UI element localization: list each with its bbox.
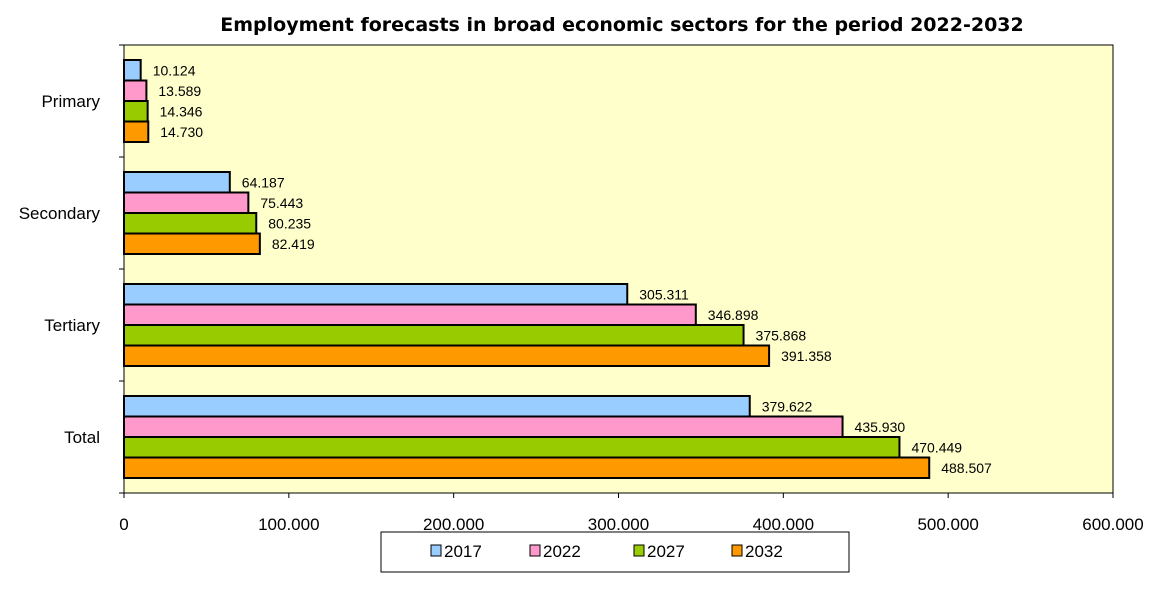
legend-box: [380, 531, 850, 573]
data-label-primary-2027: 14.346: [160, 103, 203, 119]
x-tick-label: 200.000: [423, 515, 484, 534]
data-label-primary-2022: 13.589: [158, 83, 201, 99]
x-tick-label: 300.000: [588, 515, 649, 534]
category-label-tertiary: Tertiary: [44, 316, 100, 335]
category-label-primary: Primary: [41, 92, 100, 111]
data-label-tertiary-2027: 375.868: [756, 327, 807, 343]
legend-swatch-2032: [731, 544, 743, 557]
legend-swatch-2017: [430, 544, 442, 557]
x-tick-label: 100.000: [258, 515, 319, 534]
bar-tertiary-2027: [123, 324, 745, 347]
category-label-total: Total: [64, 428, 100, 447]
data-label-secondary-2027: 80.235: [268, 215, 311, 231]
bars-layer: 10.124 13.589 14.346 14.730 64.187 75.443 80.2…: [123, 59, 992, 479]
category-label-secondary: Secondary: [19, 204, 101, 223]
bar-tertiary-2017: [123, 283, 629, 306]
legend-label-2032: 2032: [745, 542, 783, 561]
bar-total-2017: [123, 395, 751, 418]
legend-label-2017: 2017: [444, 542, 482, 561]
data-label-total-2022: 435.930: [855, 419, 906, 435]
data-label-secondary-2017: 64.187: [242, 174, 285, 190]
bar-secondary-2022: [123, 191, 250, 214]
bar-total-2022: [123, 415, 844, 438]
legend: 2017 2022 2027 2032: [380, 531, 850, 573]
data-label-secondary-2022: 75.443: [260, 195, 303, 211]
data-label-primary-2017: 10.124: [153, 62, 196, 78]
data-label-total-2032: 488.507: [941, 460, 992, 476]
bar-primary-2022: [123, 79, 148, 102]
data-label-total-2027: 470.449: [911, 439, 962, 455]
bar-total-2027: [123, 436, 901, 459]
data-label-tertiary-2022: 346.898: [708, 307, 759, 323]
bar-primary-2027: [123, 100, 149, 123]
x-tick-label: 500.000: [917, 515, 978, 534]
legend-label-2022: 2022: [543, 542, 581, 561]
legend-swatch-2027: [633, 544, 645, 557]
axis-layer: Primary Secondary Tertiary Total 0 100.000 200…: [19, 44, 1144, 534]
bar-total-2032: [123, 456, 931, 479]
data-label-secondary-2032: 82.419: [272, 236, 315, 252]
x-tick-label: 400.000: [753, 515, 814, 534]
chart-title: Employment forecasts in broad economic s…: [220, 14, 1023, 36]
bar-secondary-2027: [123, 212, 258, 235]
bar-tertiary-2022: [123, 303, 697, 326]
x-tick-label: 600.000: [1082, 515, 1143, 534]
data-label-primary-2032: 14.730: [160, 124, 203, 140]
bar-secondary-2032: [123, 232, 261, 255]
legend-label-2027: 2027: [647, 542, 685, 561]
data-label-total-2017: 379.622: [762, 398, 813, 414]
bar-primary-2032: [123, 120, 150, 143]
x-tick-label: 0: [119, 515, 128, 534]
bar-secondary-2017: [123, 171, 231, 194]
legend-swatch-2022: [529, 544, 541, 557]
data-label-tertiary-2017: 305.311: [639, 286, 689, 302]
bar-tertiary-2032: [123, 344, 771, 367]
data-label-tertiary-2032: 391.358: [781, 348, 832, 364]
bar-primary-2017: [123, 59, 142, 82]
